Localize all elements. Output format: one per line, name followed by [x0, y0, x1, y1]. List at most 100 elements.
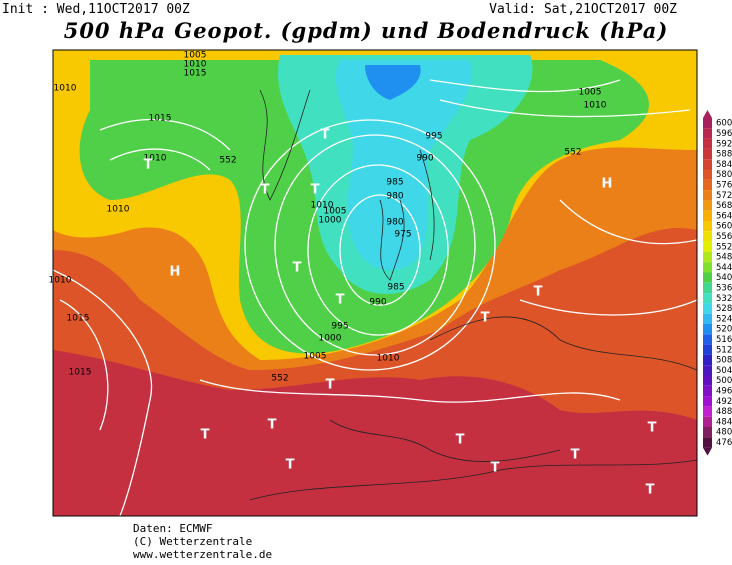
- isobar-label: 1005: [579, 88, 602, 98]
- isobar-label: 1015: [149, 114, 172, 124]
- pressure-center: T: [293, 261, 302, 276]
- isobar-label: 985: [386, 178, 403, 188]
- valid-time: Valid: Sat,21OCT2017 00Z: [489, 2, 677, 17]
- colorbar-swatch: [703, 344, 712, 355]
- isobar-label: 990: [416, 154, 433, 164]
- colorbar-label: 512: [716, 345, 732, 355]
- colorbar-swatch: [703, 190, 712, 201]
- colorbar-label: 524: [716, 314, 732, 324]
- map-title: 500 hPa Geopot. (gpdm) und Bodendruck (h…: [63, 18, 669, 43]
- isobar-label: 990: [369, 298, 386, 308]
- isobar-label: 1010: [311, 201, 334, 211]
- colorbar-label: 572: [716, 191, 732, 201]
- colorbar-label: 552: [716, 242, 732, 252]
- colorbar-swatch: [703, 148, 712, 160]
- colorbar-swatch: [703, 118, 712, 129]
- init-time: Init : Wed,11OCT2017 00Z: [2, 2, 190, 17]
- colorbar-swatch: [703, 251, 712, 263]
- colorbar-label: 544: [716, 263, 732, 273]
- isobar-label: 1005: [184, 51, 207, 61]
- colorbar-label: 532: [716, 294, 732, 304]
- pressure-center: T: [326, 378, 335, 393]
- colorbar-swatch: [703, 365, 712, 376]
- isobar-label: 1000: [319, 216, 342, 226]
- pressure-center: T: [481, 311, 490, 326]
- pressure-center: T: [286, 458, 295, 473]
- colorbar-swatch: [703, 179, 712, 191]
- colorbar-label: 520: [716, 325, 732, 335]
- colorbar-label: 488: [716, 407, 732, 417]
- isobar-label: 980: [386, 192, 403, 202]
- colorbar-label: 500: [716, 376, 732, 386]
- colorbar-label: 576: [716, 180, 732, 190]
- url: www.wetterzentrale.de: [133, 548, 273, 561]
- colorbar-swatch: [703, 221, 712, 232]
- colorbar-label: 560: [716, 222, 732, 232]
- colorbar-swatch: [703, 396, 712, 407]
- isobar-label: 1010: [184, 60, 207, 70]
- pressure-center: T: [534, 285, 543, 300]
- colorbar-label: 584: [716, 160, 732, 170]
- isobar-label: 1005: [304, 352, 327, 362]
- source: Daten: ECMWF: [133, 522, 213, 535]
- pressure-center: T: [144, 158, 153, 173]
- pressure-center: T: [311, 183, 320, 198]
- colorbar-swatch: [703, 282, 712, 294]
- colorbar-swatch: [703, 406, 712, 417]
- colorbar-swatch: [703, 293, 712, 304]
- colorbar-label: 568: [716, 201, 732, 211]
- pressure-center: T: [201, 428, 210, 443]
- isobar-label: 1005: [324, 207, 347, 217]
- colorbar-swatch: [703, 375, 712, 386]
- colorbar-label: 540: [716, 273, 732, 283]
- coastlines: [249, 89, 697, 501]
- colorbar-swatch: [703, 272, 712, 283]
- colorbar-label: 536: [716, 283, 732, 293]
- colorbar-swatch: [703, 313, 712, 324]
- height-field: [53, 50, 697, 516]
- pressure-center: T: [646, 483, 655, 498]
- colorbar-label: 492: [716, 397, 732, 407]
- colorbar-label: 548: [716, 253, 732, 263]
- pressure-center: T: [571, 448, 580, 463]
- colorbar-swatch: [703, 210, 712, 221]
- colorbar-label: 504: [716, 366, 732, 376]
- colorbar-swatch: [703, 416, 712, 427]
- isobar-label: 1010: [49, 276, 72, 286]
- isobar-label: 1010: [54, 84, 77, 94]
- colorbar-label: 496: [716, 386, 732, 396]
- colorbar-label: 480: [716, 428, 732, 438]
- isobar-label: 1015: [67, 314, 90, 324]
- colorbar-swatch: [703, 427, 712, 438]
- copyright: (C) Wetterzentrale: [133, 535, 253, 548]
- isobar-label: 552: [271, 374, 288, 384]
- pressure-center: T: [336, 293, 345, 308]
- isobar-label: 975: [394, 230, 411, 240]
- colorbar-swatch: [703, 241, 712, 252]
- colorbar-swatch: [703, 169, 712, 180]
- isobar-label: 995: [331, 322, 348, 332]
- colorbar-swatch: [703, 231, 712, 242]
- colorbar-swatch: [703, 354, 712, 366]
- isobar-label: 552: [219, 156, 236, 166]
- isobar-label: 1015: [184, 69, 207, 79]
- colorbar-arrow-bottom: [703, 447, 712, 456]
- colorbar-label: 600: [716, 119, 732, 129]
- pressure-center: H: [170, 265, 181, 280]
- pressure-center: T: [491, 461, 500, 476]
- colorbar-label: 556: [716, 232, 732, 242]
- isobar-label: 1010: [107, 205, 130, 215]
- colorbar-swatch: [703, 128, 712, 139]
- pressure-center: T: [456, 433, 465, 448]
- isobar-label: 985: [387, 283, 404, 293]
- colorbar-swatch: [703, 262, 712, 273]
- pressure-center: H: [602, 177, 613, 192]
- isobar-label: 1000: [319, 334, 342, 344]
- colorbar-label: 516: [716, 335, 732, 345]
- isobar-label: 1010: [584, 101, 607, 111]
- isobar-label: 995: [425, 132, 442, 142]
- pressure-center: T: [648, 421, 657, 436]
- colorbar-swatch: [703, 200, 712, 211]
